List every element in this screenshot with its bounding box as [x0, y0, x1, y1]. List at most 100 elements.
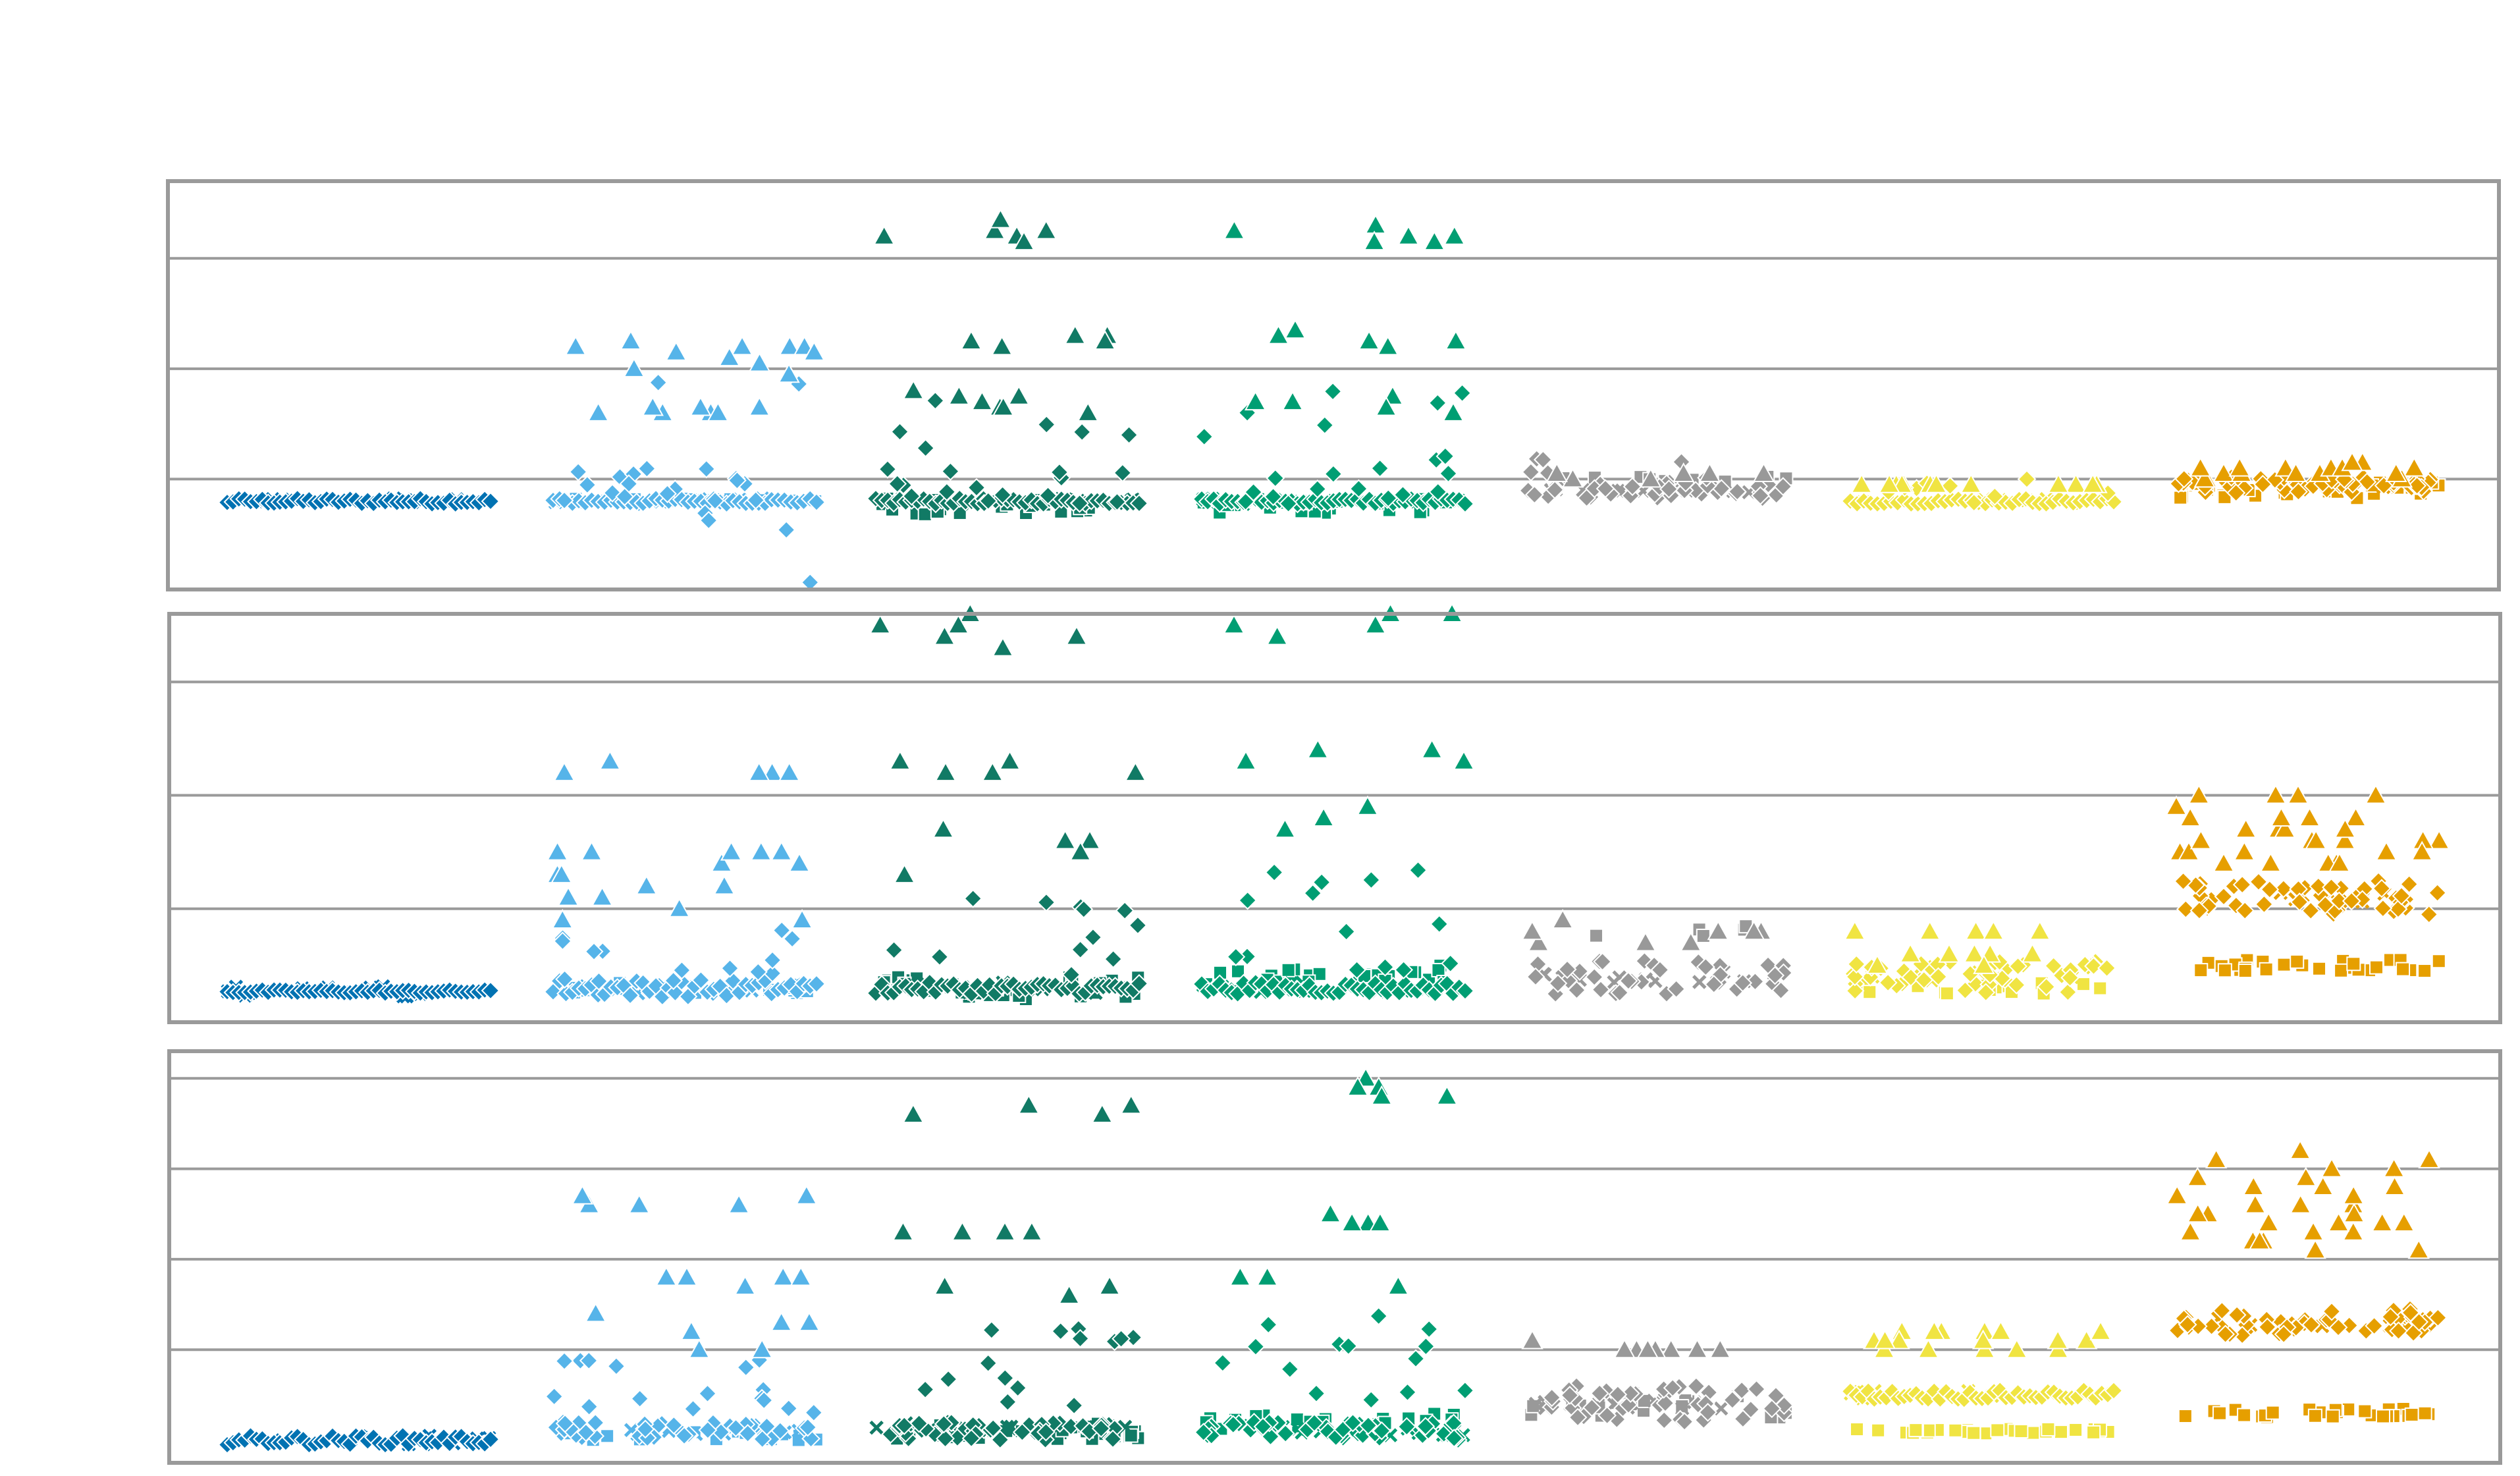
data-point-triangle	[2233, 840, 2256, 861]
panel-1	[166, 179, 2501, 592]
data-point-triangle	[889, 750, 911, 770]
data-point-triangle	[665, 341, 687, 361]
data-point-triangle	[1698, 462, 1721, 483]
data-point-triangle	[990, 335, 1013, 356]
data-point-triangle	[2189, 456, 2212, 477]
series-column-5	[1518, 449, 1794, 508]
data-point-triangle	[960, 329, 982, 350]
data-point-diamond	[1091, 1419, 1111, 1438]
data-point-diamond	[1113, 463, 1133, 483]
data-point-diamond	[2060, 968, 2080, 987]
series-column-4	[1194, 1067, 1475, 1450]
data-point-triangle	[1124, 761, 1147, 782]
data-point-diamond	[1762, 1399, 1782, 1419]
data-point-triangle	[1273, 818, 1297, 838]
series-column-4	[1192, 213, 1475, 520]
data-point-triangle	[1079, 829, 1101, 850]
data-point-triangle	[2375, 840, 2398, 861]
data-point-diamond	[1545, 480, 1565, 500]
data-point-triangle	[1873, 1329, 1896, 1350]
data-point-diamond	[1008, 1378, 1028, 1398]
data-point-triangle	[2289, 1139, 2311, 1160]
data-point-diamond	[2329, 891, 2349, 911]
data-point-diamond	[1533, 450, 1553, 470]
data-point-square	[2178, 1409, 2193, 1424]
panel-2	[167, 602, 2502, 1024]
data-point-diamond	[2365, 1316, 2384, 1336]
data-point-triangle	[2305, 829, 2327, 850]
data-point-triangle	[599, 750, 622, 770]
data-point-diamond	[2389, 1321, 2408, 1341]
data-point-square	[2086, 1425, 2101, 1440]
data-point-triangle	[550, 863, 573, 884]
data-point-square	[1862, 985, 1877, 1000]
series-column-4	[1192, 602, 1475, 1004]
data-point-diamond	[979, 491, 998, 511]
data-point-diamond	[2274, 879, 2293, 898]
data-point-diamond	[2176, 900, 2195, 919]
data-point-triangle	[1878, 473, 1900, 493]
data-point-triangle	[1707, 920, 1730, 941]
data-point-diamond	[727, 471, 747, 490]
data-point-square	[2307, 1408, 2322, 1423]
data-point-diamond	[2419, 904, 2439, 924]
data-point-diamond	[2202, 1317, 2221, 1336]
data-point-diamond	[1315, 416, 1335, 435]
data-point-triangle	[1636, 1338, 1659, 1359]
data-point-triangle	[1341, 1211, 1363, 1232]
data-point-diamond	[1324, 464, 1343, 484]
data-point-triangle	[1281, 391, 1304, 411]
data-point-triangle	[751, 1338, 773, 1359]
data-point-diamond	[1372, 1421, 1391, 1440]
data-point-diamond	[1394, 960, 1414, 979]
data-point-diamond	[890, 422, 909, 441]
data-point-diamond	[1103, 1429, 1123, 1449]
data-point-diamond	[746, 490, 766, 510]
data-point-triangle	[1098, 1275, 1121, 1296]
data-point-diamond	[804, 1403, 824, 1423]
data-point-triangle	[2166, 1184, 2188, 1205]
data-point-diamond	[2257, 1317, 2277, 1337]
data-point-diamond	[1663, 1378, 1682, 1398]
data-point-diamond	[2235, 901, 2255, 920]
data-point-diamond	[798, 1417, 818, 1437]
data-point-triangle	[1844, 920, 1866, 941]
data-point-triangle	[1054, 829, 1077, 850]
data-point-diamond	[1071, 1328, 1090, 1348]
data-point-square	[1589, 928, 1604, 943]
data-point-triangle	[1445, 329, 1467, 350]
data-point-diamond	[691, 970, 710, 990]
data-point-triangle	[1223, 219, 1246, 240]
data-point-triangle	[992, 636, 1014, 657]
data-point-diamond	[576, 1423, 596, 1442]
data-point-diamond	[1083, 927, 1103, 947]
data-point-diamond	[1428, 482, 1448, 502]
data-point-square	[2290, 954, 2305, 969]
data-point-diamond	[1308, 479, 1327, 499]
data-point-diamond	[782, 929, 802, 948]
data-point-triangle	[947, 614, 970, 634]
data-point-diamond	[2084, 956, 2103, 976]
data-point-diamond	[1675, 1412, 1694, 1431]
data-point-triangle	[1363, 231, 1385, 251]
data-point-diamond	[555, 1413, 575, 1433]
data-point-triangle	[2428, 829, 2450, 850]
data-point-diamond	[1976, 983, 1996, 1002]
data-point-diamond	[1064, 1396, 1084, 1415]
data-point-triangle	[1223, 614, 1245, 634]
data-point-triangle	[688, 1338, 710, 1359]
data-point-diamond	[1622, 477, 1642, 497]
data-point-triangle	[1091, 1103, 1113, 1124]
data-point-diamond	[1223, 1415, 1243, 1435]
data-point-diamond	[1751, 486, 1770, 506]
data-point-triangle	[2165, 795, 2187, 815]
data-point-diamond	[2428, 1308, 2448, 1328]
data-point-diamond	[672, 960, 691, 980]
data-point-square	[2238, 964, 2253, 979]
data-point-triangle	[2343, 1203, 2365, 1223]
data-point-triangle	[1397, 225, 1420, 245]
data-point-triangle	[1017, 1094, 1040, 1114]
data-point-diamond	[1696, 957, 1715, 977]
data-point-triangle	[798, 1311, 820, 1332]
data-point-diamond	[995, 1368, 1015, 1388]
